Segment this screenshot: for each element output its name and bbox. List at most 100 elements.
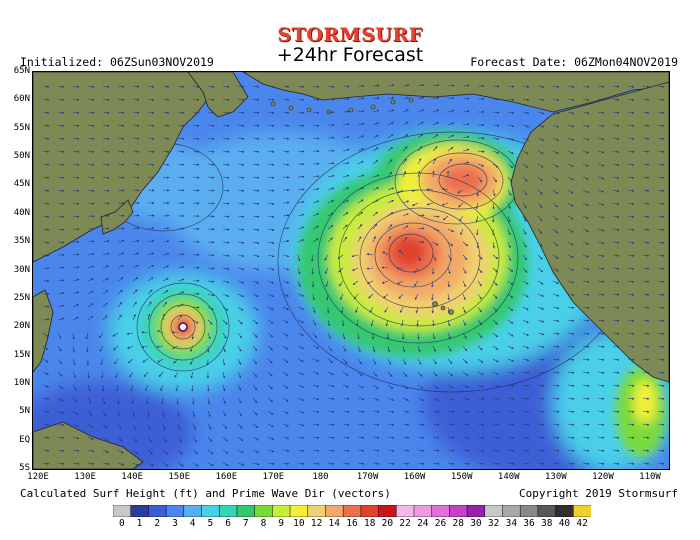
wave-vector xyxy=(447,228,454,232)
wave-vector xyxy=(282,319,289,324)
wave-vector xyxy=(387,122,394,126)
color-scale-swatch xyxy=(236,505,256,517)
wave-vector xyxy=(657,410,665,413)
wave-vector xyxy=(357,97,365,100)
wave-vector xyxy=(582,345,590,348)
wave-vector xyxy=(507,150,514,155)
wave-vector xyxy=(417,410,425,414)
wave-vector xyxy=(402,371,408,378)
wave-vector xyxy=(642,163,650,166)
color-scale-label: 4 xyxy=(189,518,196,529)
wave-vector xyxy=(267,319,274,324)
wave-vector xyxy=(657,280,665,283)
wave-vector xyxy=(567,280,575,284)
wave-vector xyxy=(462,174,470,178)
wave-vector xyxy=(117,277,124,282)
wave-vector xyxy=(522,111,530,115)
wave-vector xyxy=(267,410,274,415)
wave-vector xyxy=(342,148,350,152)
wave-vector xyxy=(102,189,110,192)
wave-vector xyxy=(87,290,94,295)
latitude-label: 45N xyxy=(13,179,30,190)
wave-vector xyxy=(192,111,200,114)
wave-vector xyxy=(372,159,379,165)
wave-vector xyxy=(57,137,65,140)
color-scale-swatch xyxy=(272,505,291,517)
wave-vector xyxy=(42,137,50,140)
wave-vector xyxy=(657,384,665,387)
wave-vector xyxy=(42,345,49,350)
wave-vector xyxy=(312,225,319,230)
wave-vector xyxy=(597,137,605,141)
color-scale-label: 10 xyxy=(293,518,305,529)
surf-height-color-scale xyxy=(113,505,591,517)
wave-vector xyxy=(367,280,374,284)
wave-vector xyxy=(237,254,245,258)
wave-vector xyxy=(72,111,80,114)
wave-vector xyxy=(222,371,226,379)
wave-vector xyxy=(522,228,527,235)
wave-vector xyxy=(57,111,65,114)
wave-vector xyxy=(327,212,334,217)
wave-vector xyxy=(297,137,305,140)
wave-vector xyxy=(42,85,50,88)
wave-vector xyxy=(582,293,590,296)
typhoon-center-marker xyxy=(178,322,188,332)
wave-vector xyxy=(312,384,320,388)
wave-vector xyxy=(297,239,305,243)
wave-vector xyxy=(57,215,65,218)
wave-vector xyxy=(267,137,275,140)
wave-vector xyxy=(102,277,109,282)
wave-direction-vectors xyxy=(42,84,665,467)
wave-vector xyxy=(282,345,289,350)
wave-vector xyxy=(237,124,245,127)
wave-vector xyxy=(327,225,334,230)
wave-vector xyxy=(72,150,80,153)
wave-vector xyxy=(172,345,179,349)
wave-vector xyxy=(207,397,211,405)
wave-vector xyxy=(387,345,391,353)
wave-vector xyxy=(191,384,194,392)
wave-vector xyxy=(297,358,304,363)
wave-vector xyxy=(99,332,104,339)
wave-vector xyxy=(597,397,605,400)
wave-vector xyxy=(567,150,575,154)
wave-vector xyxy=(312,175,320,178)
color-scale-label: 22 xyxy=(399,518,411,529)
wave-vector xyxy=(627,176,635,179)
wave-vector xyxy=(612,371,620,374)
wave-vector xyxy=(387,134,394,139)
wave-vector xyxy=(477,410,485,413)
wave-vector xyxy=(567,293,575,297)
wave-vector xyxy=(597,384,605,387)
wave-vector xyxy=(567,267,575,271)
wave-vector xyxy=(222,215,230,218)
wave-vector xyxy=(537,306,545,310)
wave-vector xyxy=(537,345,545,349)
wave-vector xyxy=(222,384,226,392)
wave-vector xyxy=(612,124,620,127)
wave-vector xyxy=(356,319,359,327)
wave-vector xyxy=(537,319,545,323)
wave-vector xyxy=(458,202,464,208)
longitude-label: 130W xyxy=(545,472,567,482)
wave-vector xyxy=(267,280,275,284)
wave-vector xyxy=(627,254,635,257)
wave-vector xyxy=(582,410,590,413)
wave-vector xyxy=(342,162,350,165)
wave-vector xyxy=(492,150,500,154)
wave-vector xyxy=(657,124,665,127)
wave-vector xyxy=(642,85,650,88)
wave-vector xyxy=(282,371,289,376)
wave-vector xyxy=(387,212,394,217)
wave-vector xyxy=(582,98,590,101)
wave-vector xyxy=(252,85,260,88)
wave-vector xyxy=(642,137,650,140)
wave-vector xyxy=(57,397,64,402)
wave-vector xyxy=(173,358,179,364)
wave-vector xyxy=(57,228,65,231)
wave-vector xyxy=(207,124,215,127)
wave-vector xyxy=(222,189,230,192)
wave-vector xyxy=(267,215,275,218)
wave-vector xyxy=(42,124,50,127)
